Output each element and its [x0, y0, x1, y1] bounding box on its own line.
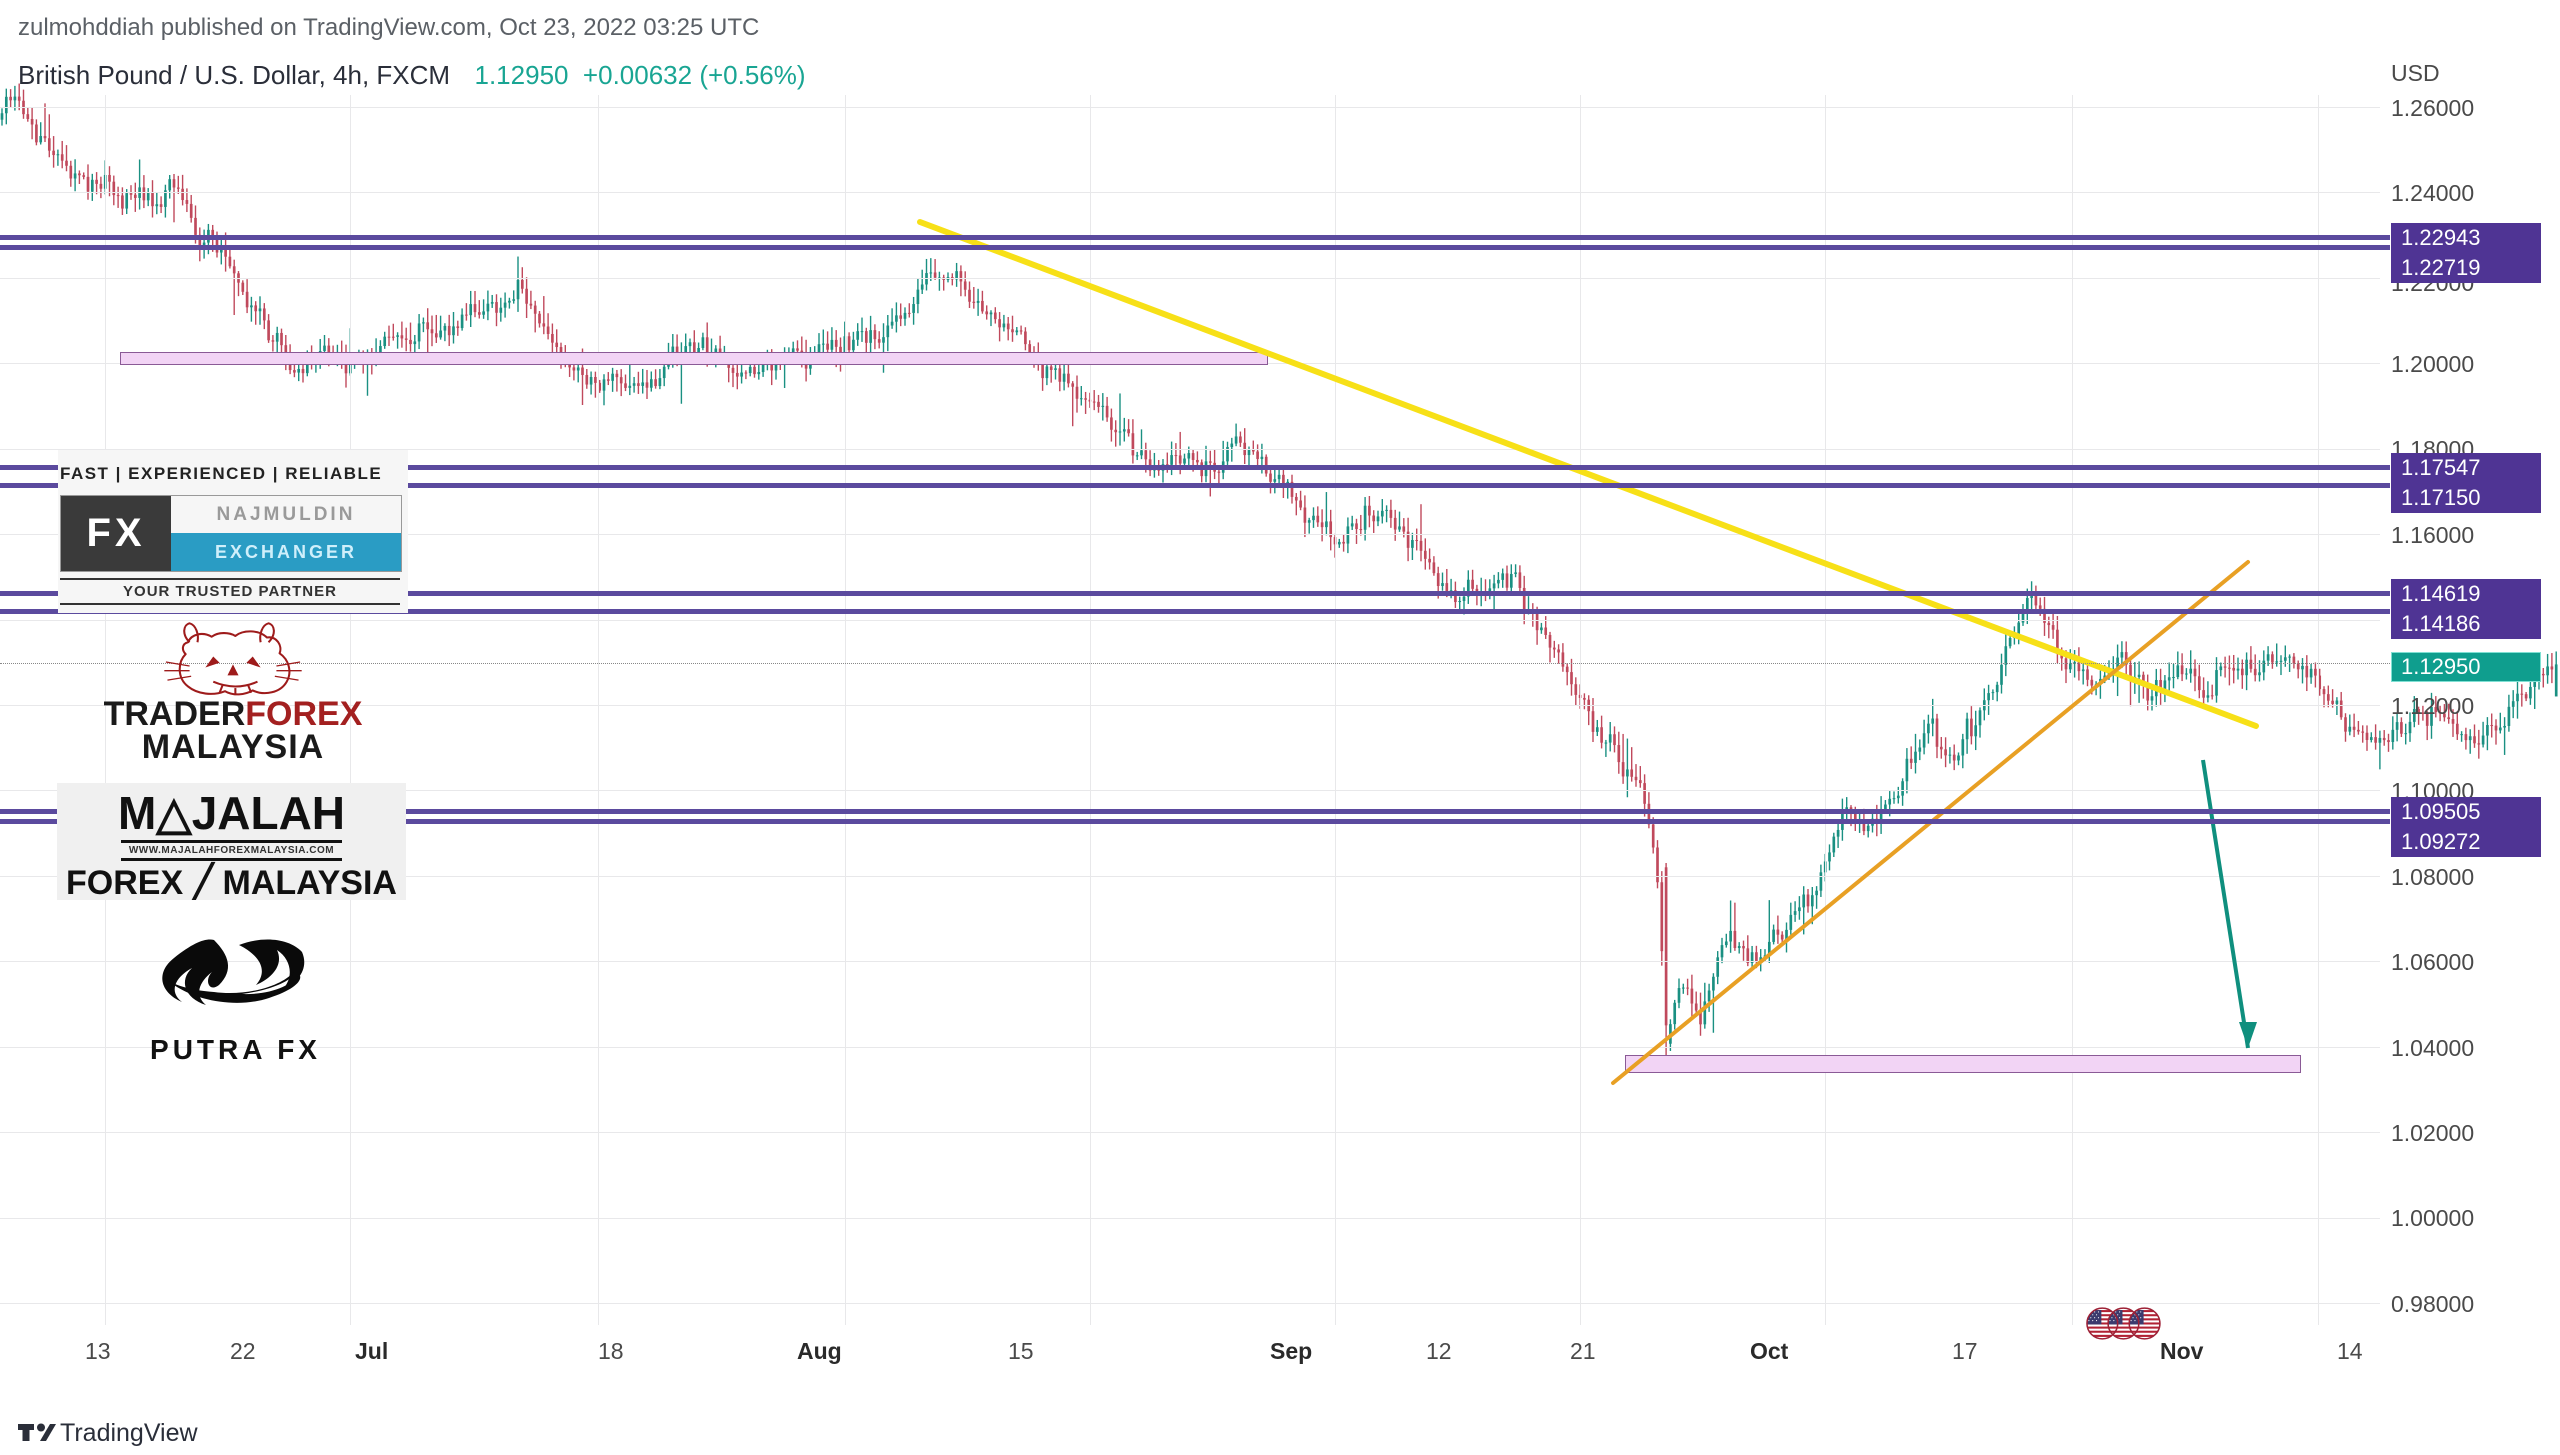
svg-text:TradingView: TradingView: [60, 1419, 199, 1447]
